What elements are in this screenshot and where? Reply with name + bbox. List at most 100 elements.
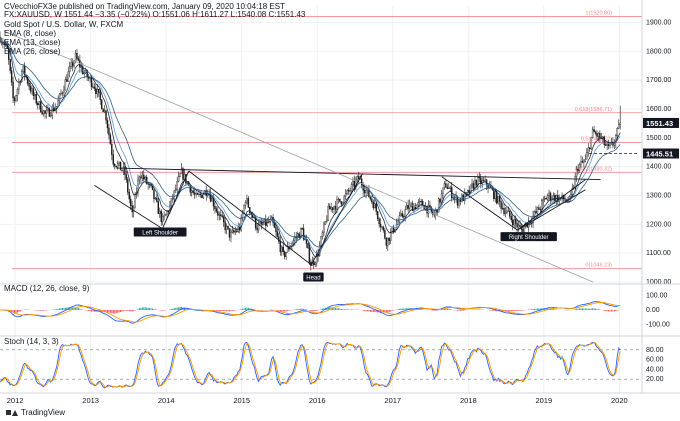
candle[interactable]	[405, 202, 408, 210]
footer-brand[interactable]: TradingView	[6, 408, 65, 417]
candle[interactable]	[147, 182, 149, 190]
candle[interactable]	[246, 194, 248, 205]
candle[interactable]	[571, 183, 573, 198]
candle[interactable]	[98, 88, 100, 97]
candle[interactable]	[233, 227, 235, 235]
candle[interactable]	[48, 107, 51, 117]
candle[interactable]	[112, 149, 115, 168]
candle[interactable]	[297, 231, 299, 241]
candle[interactable]	[314, 261, 316, 268]
candle[interactable]	[407, 199, 409, 213]
candle[interactable]	[307, 243, 309, 249]
candle[interactable]	[18, 78, 20, 95]
candle[interactable]	[119, 161, 122, 171]
candle[interactable]	[535, 205, 537, 215]
candle[interactable]	[60, 89, 62, 96]
candle[interactable]	[96, 83, 99, 98]
candle[interactable]	[497, 195, 499, 205]
candle[interactable]	[372, 199, 374, 211]
candle[interactable]	[195, 189, 197, 198]
candle[interactable]	[327, 203, 329, 221]
candle[interactable]	[443, 181, 446, 190]
candle[interactable]	[140, 171, 142, 183]
candle[interactable]	[494, 188, 497, 203]
candle[interactable]	[220, 209, 222, 221]
candle[interactable]	[34, 92, 36, 100]
candle[interactable]	[253, 215, 255, 220]
candle[interactable]	[240, 214, 242, 232]
candle[interactable]	[66, 74, 68, 83]
candle[interactable]	[93, 83, 96, 91]
candle[interactable]	[166, 210, 168, 218]
candle[interactable]	[143, 170, 145, 183]
candle[interactable]	[376, 210, 379, 222]
candle[interactable]	[69, 61, 71, 78]
candle[interactable]	[64, 76, 67, 91]
candle[interactable]	[581, 156, 584, 164]
candle[interactable]	[583, 158, 585, 168]
candle[interactable]	[222, 214, 225, 227]
candle[interactable]	[130, 195, 132, 210]
candle[interactable]	[503, 203, 505, 217]
candle[interactable]	[10, 66, 13, 86]
candle[interactable]	[160, 209, 162, 226]
candle[interactable]	[570, 191, 572, 202]
candle[interactable]	[50, 111, 52, 118]
candle[interactable]	[151, 185, 154, 191]
candle[interactable]	[321, 230, 324, 240]
trendline-support-rise[interactable]	[517, 189, 586, 231]
candle[interactable]	[398, 211, 401, 227]
candle[interactable]	[512, 214, 514, 231]
price-marker[interactable]: 1551.43	[643, 117, 679, 128]
candle[interactable]	[401, 210, 404, 219]
candle[interactable]	[350, 182, 353, 193]
candle[interactable]	[320, 235, 322, 248]
candle[interactable]	[446, 183, 449, 190]
candle[interactable]	[411, 200, 414, 212]
candle[interactable]	[546, 193, 549, 202]
candle[interactable]	[141, 170, 144, 182]
candle[interactable]	[105, 109, 107, 124]
candle[interactable]	[111, 139, 113, 161]
candle[interactable]	[118, 161, 120, 167]
candle[interactable]	[153, 189, 155, 203]
candle[interactable]	[102, 108, 104, 113]
candle[interactable]	[103, 105, 106, 114]
candle[interactable]	[225, 223, 228, 235]
candle[interactable]	[478, 172, 481, 183]
candle[interactable]	[15, 94, 17, 103]
candle[interactable]	[41, 106, 43, 116]
candle[interactable]	[154, 197, 157, 201]
candle[interactable]	[247, 196, 250, 208]
candle[interactable]	[37, 101, 39, 110]
candle[interactable]	[599, 130, 601, 144]
candle[interactable]	[260, 218, 263, 230]
candle[interactable]	[584, 153, 587, 163]
candle[interactable]	[482, 177, 485, 183]
candle[interactable]	[99, 88, 101, 105]
candle[interactable]	[369, 196, 372, 201]
candle[interactable]	[618, 119, 620, 130]
candle[interactable]	[144, 175, 146, 184]
candle[interactable]	[619, 105, 621, 130]
candle[interactable]	[217, 206, 219, 221]
candle[interactable]	[278, 233, 280, 244]
candle[interactable]	[13, 95, 16, 106]
candle[interactable]	[161, 213, 164, 226]
candle[interactable]	[591, 126, 594, 139]
candle[interactable]	[557, 189, 559, 204]
candle[interactable]	[519, 220, 521, 228]
candle[interactable]	[0, 31, 1, 44]
candle[interactable]	[28, 80, 30, 91]
candle[interactable]	[542, 196, 544, 207]
candle[interactable]	[339, 198, 341, 203]
candle[interactable]	[39, 99, 42, 113]
candle[interactable]	[536, 206, 539, 219]
candle[interactable]	[26, 75, 29, 86]
candle[interactable]	[375, 200, 377, 216]
candle[interactable]	[157, 197, 160, 215]
candle[interactable]	[548, 189, 550, 201]
candle[interactable]	[22, 65, 24, 74]
candle[interactable]	[115, 165, 117, 169]
